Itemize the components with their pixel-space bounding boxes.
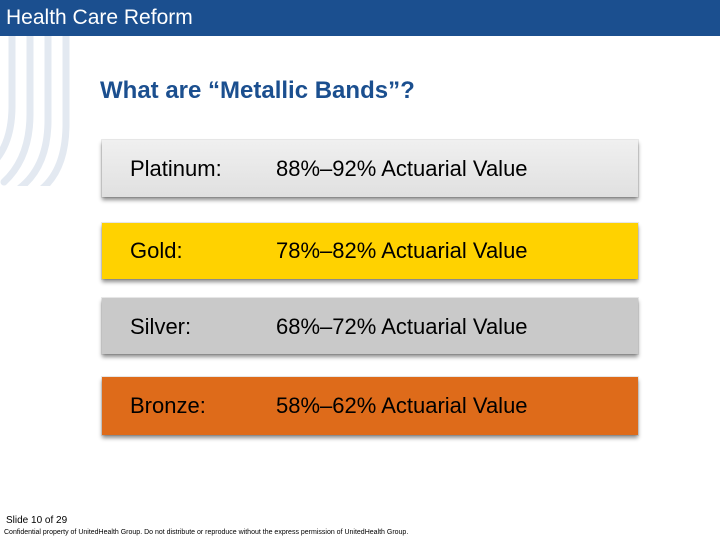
header-bar: Health Care Reform xyxy=(0,0,720,36)
band-value: 68%–72% Actuarial Value xyxy=(276,314,528,339)
band-label: Bronze: xyxy=(130,393,206,418)
header-title: Health Care Reform xyxy=(6,6,193,29)
band-label: Silver: xyxy=(130,314,192,339)
band-bronze: Bronze: 58%–62% Actuarial Value xyxy=(102,377,638,435)
band-label: Gold: xyxy=(130,238,183,263)
confidential-notice: Confidential property of UnitedHealth Gr… xyxy=(4,529,409,536)
band-value: 88%–92% Actuarial Value xyxy=(276,156,528,181)
band-value: 78%–82% Actuarial Value xyxy=(276,238,528,263)
band-label: Platinum: xyxy=(130,156,222,181)
slide-title: What are “Metallic Bands”? xyxy=(100,77,415,104)
band-gold: Gold: 78%–82% Actuarial Value xyxy=(102,223,638,279)
band-silver: Silver: 68%–72% Actuarial Value xyxy=(102,298,638,354)
band-platinum: Platinum: 88%–92% Actuarial Value xyxy=(102,140,638,197)
slide-number: Slide 10 of 29 xyxy=(6,515,68,526)
logo-watermark xyxy=(0,36,70,186)
band-value: 58%–62% Actuarial Value xyxy=(276,393,528,418)
